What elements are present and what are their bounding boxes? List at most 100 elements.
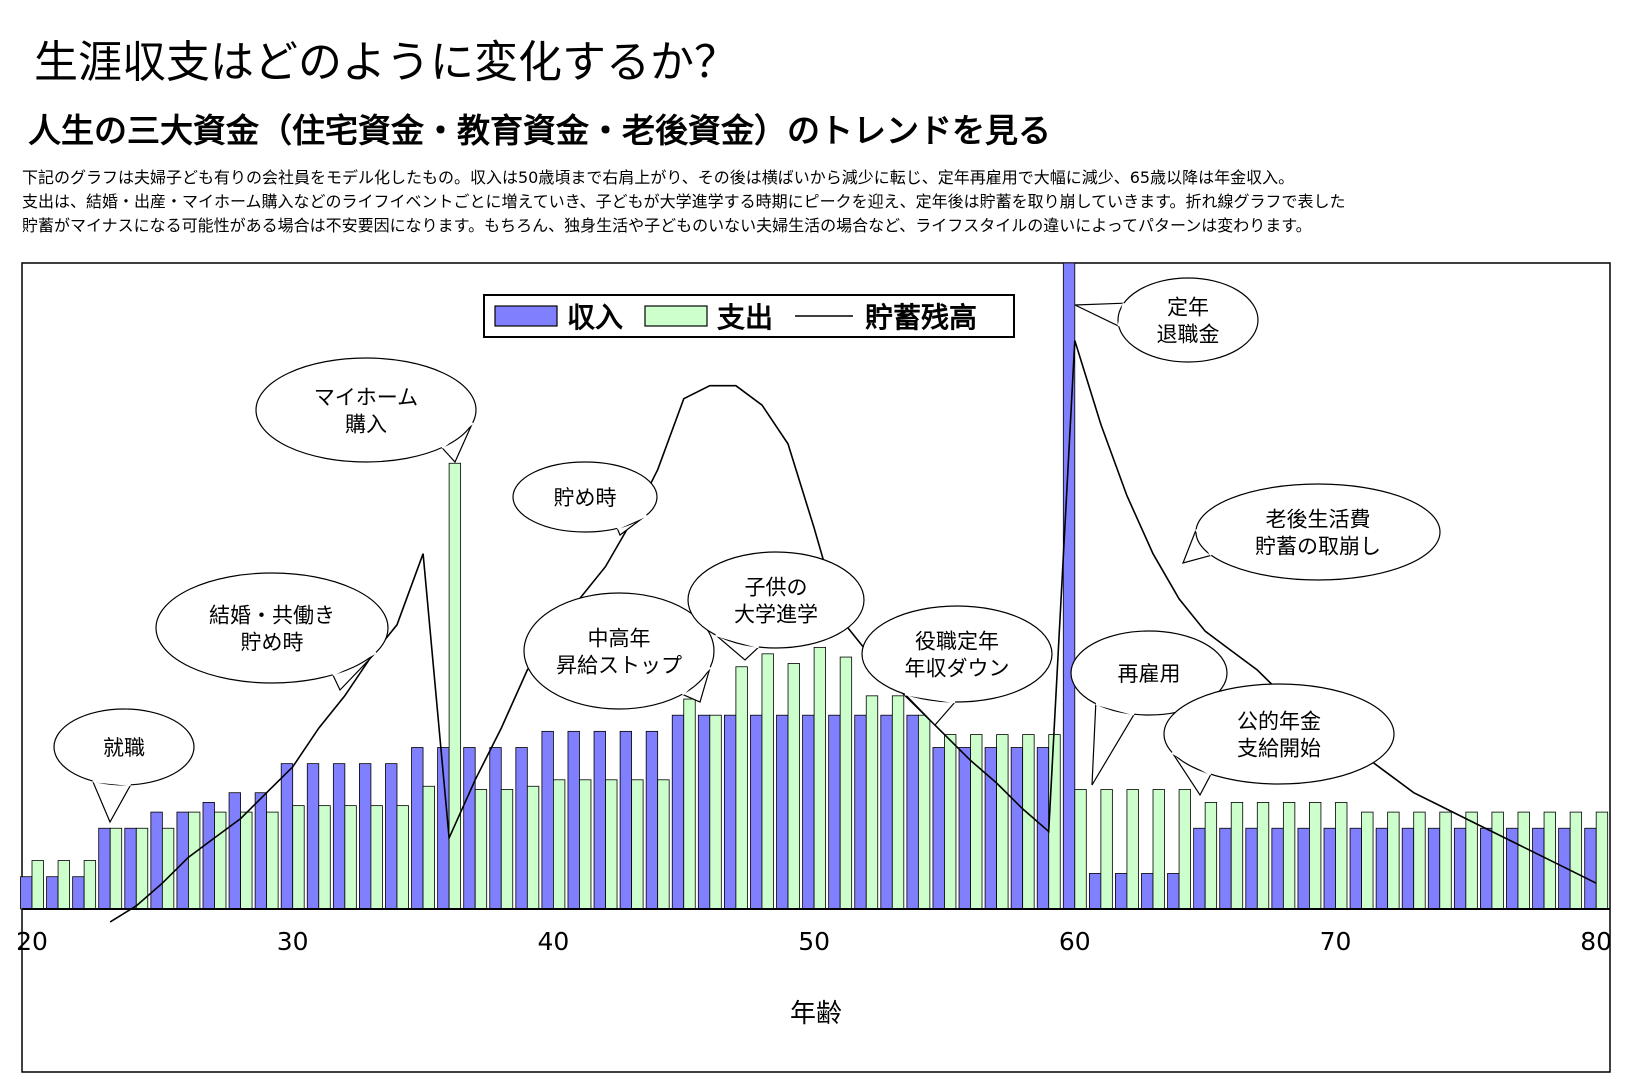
annotation-callout: 再雇用 (1070, 630, 1228, 786)
expense-bar (448, 462, 462, 910)
expense-bar (266, 811, 279, 910)
expense-bar (1282, 802, 1296, 910)
expense-bar (579, 779, 592, 910)
callout-seam (92, 779, 131, 787)
income-bar (489, 747, 502, 910)
callout-text: 子供の (745, 576, 808, 600)
income-bar (228, 792, 241, 910)
income-bar (306, 763, 320, 910)
expense-bar (370, 805, 383, 910)
expense-bar (474, 789, 488, 910)
expense-bar (683, 698, 696, 910)
expense-bar (944, 734, 957, 910)
callout-bubble (1195, 483, 1441, 581)
income-bar (46, 876, 59, 910)
income-bar (1297, 827, 1310, 910)
expense-bar (1517, 811, 1530, 910)
expense-bar (735, 666, 748, 910)
expense-bar (787, 663, 800, 910)
expense-bar (188, 811, 201, 910)
callout-bubble (1117, 277, 1259, 363)
expense-bar (813, 646, 826, 910)
legend-label: 貯蓄残高 (865, 301, 977, 334)
callout-text: マイホーム (314, 386, 418, 410)
expense-bar (1387, 811, 1400, 910)
expense-bar (396, 805, 409, 910)
description-line: 下記のグラフは夫婦子ども有りの会社員をモデル化したもの。収入は50歳頃まで右肩上… (22, 168, 1295, 187)
income-bar (854, 714, 867, 910)
expense-bar (292, 805, 305, 910)
income-bar (645, 730, 659, 910)
income-bar (1375, 827, 1389, 910)
income-bar (593, 730, 606, 910)
expense-bar (1413, 811, 1426, 910)
income-bar (802, 714, 815, 910)
annotations-layer: 就職結婚・共働き貯め時マイホーム購入貯め時中高年昇給ストップ子供の大学進学役職定… (53, 277, 1441, 824)
income-bar (202, 802, 215, 910)
x-tick-labels: 20 30 40 50 60 70 80 (16, 927, 1612, 956)
bars-layer (20, 262, 1609, 910)
callout-bubble (512, 461, 658, 533)
expense-bar (631, 779, 644, 910)
income-bar (1245, 827, 1258, 910)
income-bar (1453, 827, 1467, 910)
annotation-callout: マイホーム購入 (255, 357, 477, 464)
income-bar (1584, 827, 1597, 910)
income-bar (411, 747, 424, 910)
income-bar (150, 811, 163, 910)
expense-bar (1100, 789, 1113, 910)
income-bar (1401, 827, 1415, 910)
income-bar (72, 876, 85, 910)
callout-seam (681, 666, 712, 696)
income-bar (723, 714, 737, 910)
income-bar (359, 763, 372, 910)
x-tick-label: 60 (1059, 927, 1091, 956)
callout-seam (332, 651, 377, 676)
income-bar (1036, 747, 1050, 910)
expense-bar (917, 714, 931, 910)
callout-bubble (1163, 683, 1395, 785)
income-bar (280, 763, 294, 910)
x-axis-label: 年齢 (790, 999, 842, 1029)
legend-box (483, 294, 1015, 338)
expense-bar (526, 785, 540, 910)
legend-swatch (494, 305, 558, 327)
callout-text: 大学進学 (734, 603, 818, 627)
expense-bar (1465, 811, 1478, 910)
x-tick-label: 30 (277, 927, 309, 956)
income-bar (1219, 827, 1232, 910)
expense-bar (1230, 802, 1244, 910)
expense-bar (31, 860, 44, 910)
callout-seam (715, 633, 760, 649)
expense-bar (422, 785, 435, 910)
expense-bar (761, 653, 774, 910)
income-bar (1271, 827, 1284, 910)
expense-bar (1361, 811, 1374, 910)
callout-bubble (1070, 630, 1228, 716)
income-bar (750, 714, 763, 910)
callout-bubble (687, 551, 865, 649)
expense-bar (500, 789, 514, 910)
income-bar (958, 747, 971, 910)
callout-text: 貯蓄の取崩し (1255, 535, 1381, 559)
income-bar (671, 714, 685, 910)
income-bar (1427, 827, 1441, 910)
income-bar (1115, 873, 1128, 910)
income-bar (697, 714, 711, 910)
income-bar (619, 730, 633, 910)
chart-frame (21, 262, 1611, 1073)
callout-seam (1195, 528, 1213, 556)
page-subtitle: 人生の三大資金（住宅資金・教育資金・老後資金）のトレンドを見る (28, 111, 1051, 150)
callout-bubble (861, 605, 1053, 703)
income-bar (1349, 827, 1362, 910)
expense-bar (1309, 802, 1322, 910)
annotation-callout: 就職 (53, 708, 195, 824)
legend-label: 収入 (567, 301, 623, 334)
annotation-callout: 貯め時 (512, 461, 658, 536)
callout-seam (616, 514, 648, 530)
expense-bar (57, 860, 70, 910)
